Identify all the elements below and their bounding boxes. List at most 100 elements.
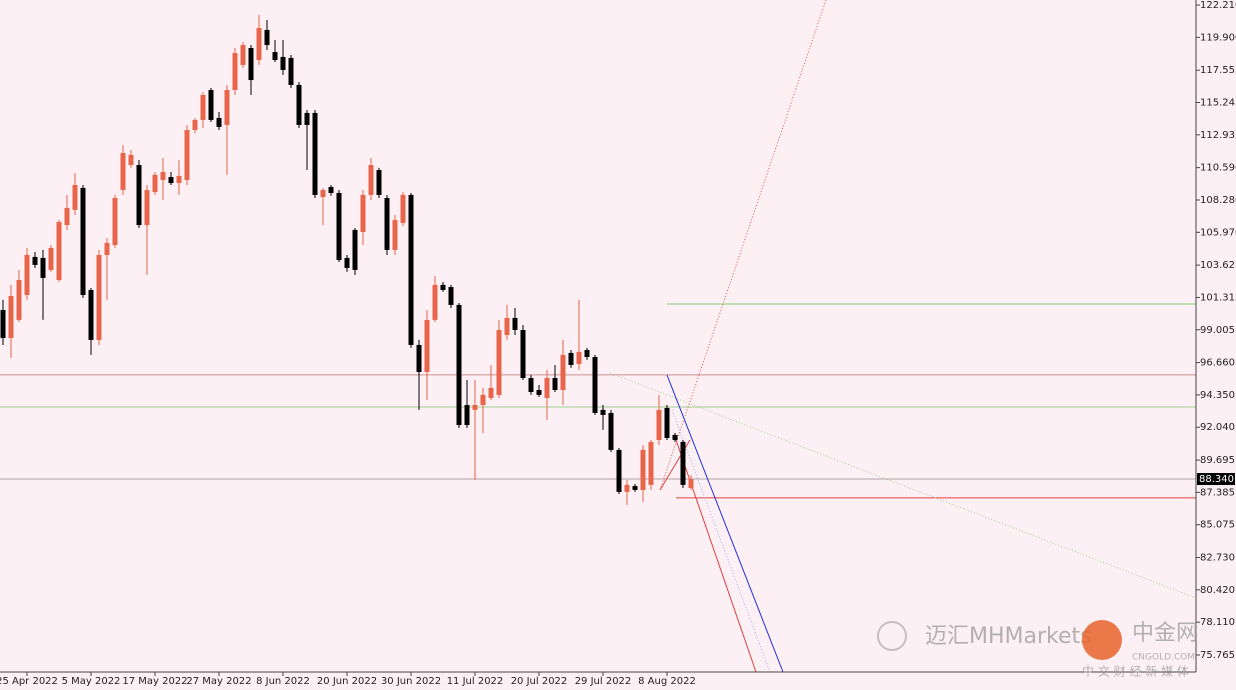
candle-body: [264, 29, 270, 46]
candles: [0, 14, 694, 505]
candle-body: [392, 219, 398, 250]
candle-body: [16, 280, 22, 320]
candle-body: [456, 304, 462, 426]
candle-body: [168, 177, 174, 184]
brand-site: CNGOLD.COM: [1132, 653, 1195, 663]
candle-body: [680, 441, 686, 485]
y-tick-label: 112.935: [1200, 130, 1236, 141]
candle-body: [152, 174, 158, 192]
candle-body: [352, 229, 358, 270]
candle-body: [480, 394, 486, 405]
x-tick-label: 8 Aug 2022: [638, 676, 696, 687]
candle-body: [664, 407, 670, 439]
candle-body: [288, 57, 294, 85]
candle-body: [216, 117, 222, 127]
candle-body: [648, 441, 654, 485]
candle-body: [592, 356, 598, 413]
candle-body: [528, 377, 534, 392]
y-tick-label: 99.005: [1200, 325, 1235, 336]
y-tick-label: 96.660: [1200, 358, 1235, 369]
candle-body: [128, 154, 134, 165]
candle-body: [408, 194, 414, 345]
x-tick-label: 5 May 2022: [62, 676, 121, 687]
watermark: 迈汇MHMarkets 中金网 CNGOLD.COM 中 文 财 经 新 媒 体: [877, 620, 1198, 679]
brand-name: 中金网: [1132, 621, 1198, 646]
candle-body: [536, 390, 542, 395]
candle-body: [280, 56, 286, 70]
x-tick-label: 11 Jul 2022: [447, 676, 504, 687]
candle-body: [400, 194, 406, 223]
candle-body: [464, 404, 470, 426]
x-tick-label: 29 Jul 2022: [575, 676, 632, 687]
candle-body: [616, 449, 622, 492]
candle-body: [64, 207, 70, 226]
x-tick-label: 25 Apr 2022: [0, 676, 58, 687]
candle-body: [688, 479, 694, 488]
candle-body: [256, 27, 262, 61]
candle-body: [472, 404, 478, 410]
x-tick-label: 27 May 2022: [186, 676, 251, 687]
candle-body: [584, 349, 590, 357]
candle-body: [672, 434, 678, 440]
candle-body: [312, 112, 318, 195]
trendline: [666, 374, 784, 673]
y-tick-label: 105.970: [1200, 227, 1236, 238]
candle-body: [656, 409, 662, 440]
x-tick-label: 20 Jul 2022: [511, 676, 568, 687]
y-tick-label: 119.900: [1200, 32, 1236, 43]
candle-body: [120, 152, 126, 191]
candle-body: [160, 171, 166, 180]
candle-body: [144, 190, 150, 226]
candle-body: [560, 354, 566, 391]
candle-body: [344, 257, 350, 268]
candle-body: [632, 486, 638, 490]
candle-body: [88, 289, 94, 340]
candle-body: [240, 45, 246, 65]
candle-body: [208, 89, 214, 120]
candle-body: [512, 317, 518, 330]
candle-body: [184, 130, 190, 180]
candle-body: [176, 175, 182, 184]
candle-body: [640, 449, 646, 490]
y-tick-label: 94.350: [1200, 390, 1235, 401]
candle-body: [96, 254, 102, 340]
y-tick-label: 122.210: [1200, 0, 1236, 11]
candle-body: [416, 344, 422, 372]
candle-body: [272, 52, 278, 61]
watermark-text: 迈汇MHMarkets: [925, 624, 1092, 649]
candle-body: [304, 112, 310, 125]
candle-body: [72, 185, 78, 210]
candle-body: [320, 190, 326, 198]
candle-body: [296, 84, 302, 125]
candle-body: [600, 409, 606, 415]
candle-body: [504, 317, 510, 336]
candle-body: [608, 412, 614, 450]
last-price-label: 88.340: [1199, 474, 1234, 485]
y-tick-label: 78.110: [1200, 617, 1235, 628]
brand-tagline: 中 文 财 经 新 媒 体: [1082, 664, 1189, 679]
candle-body: [336, 192, 342, 261]
candle-body: [496, 329, 502, 395]
watermark-icon: [877, 621, 907, 651]
y-tick-label: 80.420: [1200, 585, 1235, 596]
candle-body: [80, 187, 86, 295]
candle-body: [384, 198, 390, 250]
candle-body: [0, 309, 6, 338]
candle-body: [224, 89, 230, 125]
candle-body: [40, 257, 46, 278]
candle-body: [104, 242, 110, 255]
candle-body: [136, 164, 142, 226]
candle-body: [360, 194, 366, 233]
x-tick-label: 20 Jun 2022: [317, 676, 377, 687]
candle-body: [248, 48, 254, 81]
candle-body: [448, 287, 454, 305]
y-tick-label: 108.280: [1200, 195, 1236, 206]
last-price-box: [1197, 473, 1235, 486]
y-tick-label: 92.040: [1200, 422, 1235, 433]
brand-logo: [1082, 620, 1122, 660]
y-tick-label: 101.315: [1200, 292, 1236, 303]
candle-body: [232, 53, 238, 90]
candle-body: [520, 329, 526, 378]
y-tick-label: 87.385: [1200, 487, 1235, 498]
